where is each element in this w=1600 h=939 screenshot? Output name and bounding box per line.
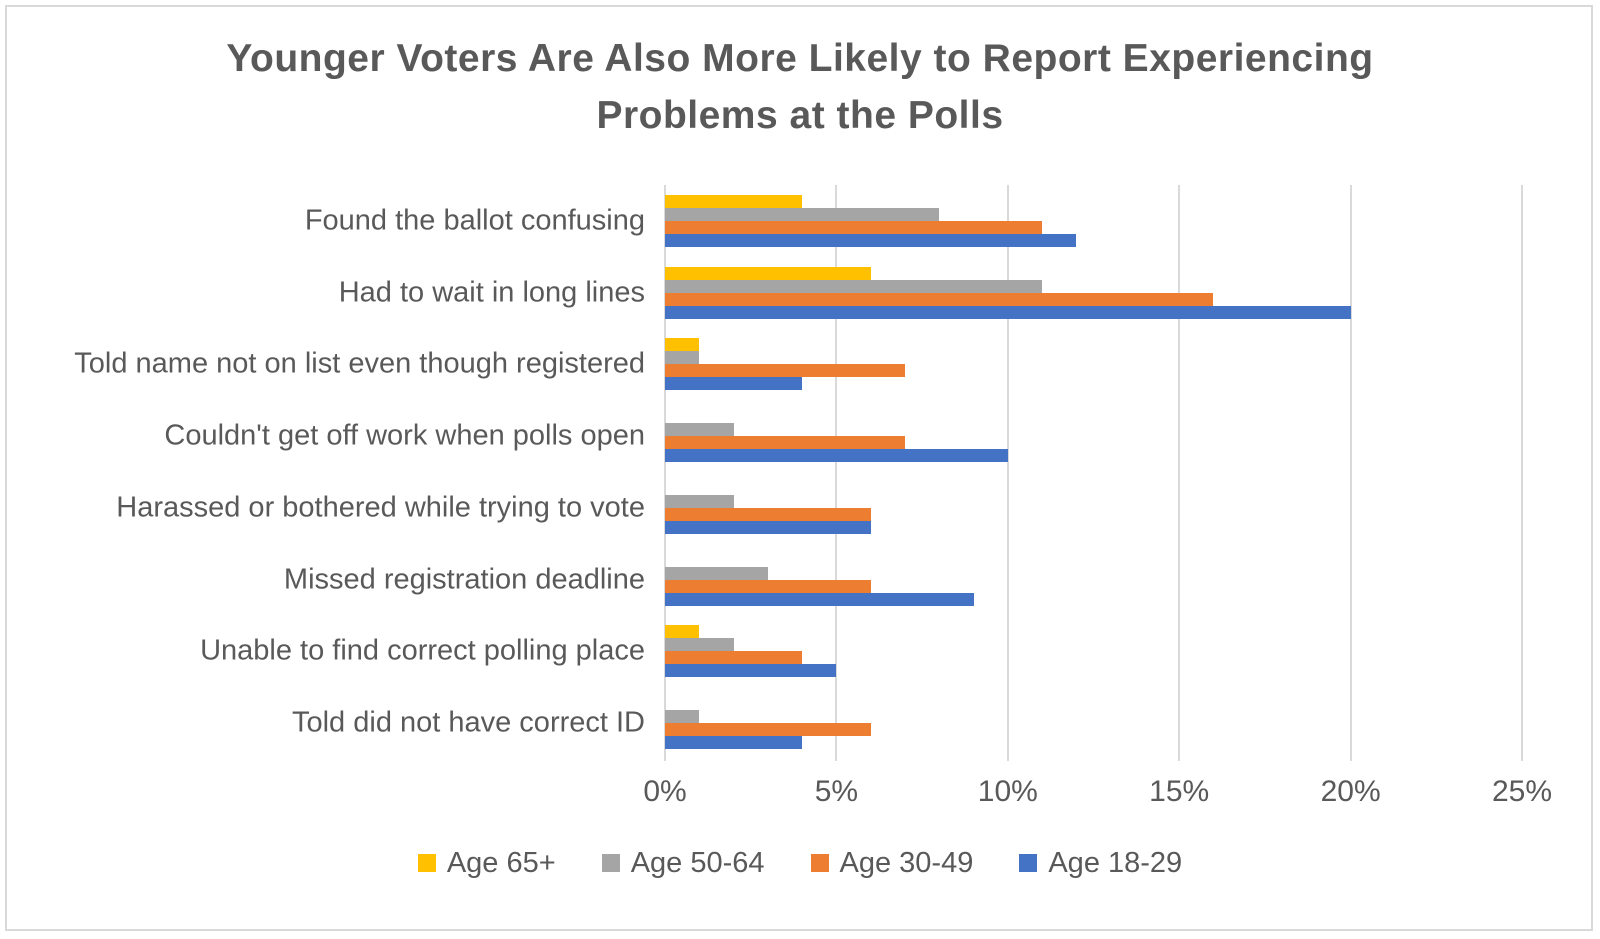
category-row-found-the-ballot-confusing: Found the ballot confusing	[305, 185, 1522, 257]
legend-swatch-icon	[417, 854, 436, 872]
gridline-5pct	[835, 185, 838, 761]
bar-age-18-29	[665, 664, 837, 678]
x-tick-label-20pct: 20%	[1320, 775, 1381, 808]
bar-age-30-49	[665, 220, 1043, 234]
category-row-had-to-wait-in-long-lines: Had to wait in long lines	[339, 257, 1522, 329]
legend-item-age-30-49: Age 30-49	[810, 846, 974, 880]
bar-cluster	[665, 482, 1522, 534]
category-label: Unable to find correct polling place	[200, 634, 645, 667]
bar-age-50-64	[665, 351, 700, 365]
gridline-0pct	[664, 185, 666, 761]
bar-age-65	[665, 338, 700, 352]
category-label: Told did not have correct ID	[291, 706, 645, 739]
bar-age-18-29	[665, 449, 1008, 463]
category-rows: Found the ballot confusing Had to wait in…	[74, 185, 1522, 759]
gridline-25pct	[1521, 185, 1523, 761]
bar-age-50-64	[665, 207, 940, 221]
category-label: Missed registration deadline	[283, 563, 645, 596]
bar-cluster	[665, 625, 1522, 678]
bar-age-50-64	[665, 423, 734, 437]
category-row-told-did-not-have-correct-id: Told did not have correct ID	[292, 687, 1522, 759]
bar-cluster	[665, 266, 1522, 319]
legend-item-age-18-29: Age 18-29	[1019, 847, 1182, 880]
legend-label: Age 65+	[446, 846, 556, 879]
x-tick-label-15pct: 15%	[1149, 775, 1210, 808]
legend-label: Age 18-29	[1048, 846, 1183, 879]
x-tick-label-5pct: 5%	[814, 775, 859, 808]
bar-age-50-64	[665, 638, 734, 652]
bar-age-50-64	[665, 566, 768, 580]
category-row-couldn-t-get-off-work-when-polls-open: Couldn't get off work when polls open	[164, 400, 1522, 472]
bar-age-18-29	[665, 233, 1077, 247]
bar-age-65	[665, 266, 871, 280]
bar-age-30-49	[665, 507, 871, 521]
x-tick-label-0pct: 0%	[643, 775, 687, 808]
category-row-missed-registration-deadline: Missed registration deadline	[284, 544, 1522, 616]
chart-title: Younger Voters Are Also More Likely to R…	[226, 37, 1374, 137]
bar-cluster	[665, 338, 1522, 391]
bar-cluster	[665, 194, 1522, 247]
bar-age-65	[665, 625, 700, 639]
bar-age-18-29	[665, 305, 1351, 319]
chart-border	[5, 5, 1593, 931]
bar-age-30-49	[665, 723, 871, 737]
legend-swatch-icon	[601, 854, 620, 872]
x-tick-label-10pct: 10%	[977, 775, 1038, 808]
bar-cluster	[665, 410, 1522, 463]
bar-age-65	[665, 194, 803, 208]
bar-age-30-49	[665, 364, 905, 378]
x-axis: 0% 5% 10% 15% 20% 25%	[643, 775, 1552, 815]
bar-age-30-49	[665, 651, 803, 665]
legend-item-age-50-64: Age 50-64	[601, 846, 765, 880]
category-row-harassed-or-bothered-while-trying-to-vote: Harassed or bothered while trying to vot…	[116, 472, 1522, 544]
bar-age-50-64	[665, 494, 734, 508]
bar-cluster	[665, 697, 1522, 750]
bar-age-18-29	[665, 592, 974, 606]
bar-age-30-49	[665, 579, 871, 593]
legend-swatch-icon	[810, 854, 829, 872]
category-label: Told name not on list even though regist…	[74, 347, 645, 380]
x-tick-label-25pct: 25%	[1491, 775, 1553, 808]
bar-age-18-29	[665, 377, 803, 391]
category-row-unable-to-find-correct-polling-place: Unable to find correct polling place	[200, 616, 1522, 688]
bar-age-30-49	[665, 436, 905, 450]
category-label: Found the ballot confusing	[304, 204, 645, 237]
bar-age-50-64	[665, 279, 1043, 293]
bar-age-50-64	[665, 710, 700, 724]
category-label: Had to wait in long lines	[338, 276, 645, 309]
gridline-20pct	[1349, 185, 1352, 761]
legend-label: Age 50-64	[630, 846, 765, 879]
category-label: Harassed or bothered while trying to vot…	[116, 491, 645, 524]
gridline-15pct	[1178, 185, 1181, 761]
bar-age-18-29	[665, 736, 803, 750]
category-label: Couldn't get off work when polls open	[164, 419, 645, 452]
gridline-10pct	[1006, 185, 1009, 761]
legend-item-age-65: Age 65+	[417, 846, 556, 880]
bar-age-30-49	[665, 292, 1214, 306]
bar-cluster	[665, 554, 1522, 606]
bar-age-18-29	[665, 520, 871, 534]
plot-area: Found the ballot confusing Had to wait in…	[74, 185, 1523, 761]
legend: Age 65+ Age 50-64 Age 30-49 Age 18-29	[0, 841, 1600, 885]
category-row-told-name-not-on-list-even-though-registered: Told name not on list even though regist…	[74, 329, 1522, 401]
legend-swatch-icon	[1019, 854, 1038, 872]
legend-label: Age 30-49	[839, 846, 974, 879]
